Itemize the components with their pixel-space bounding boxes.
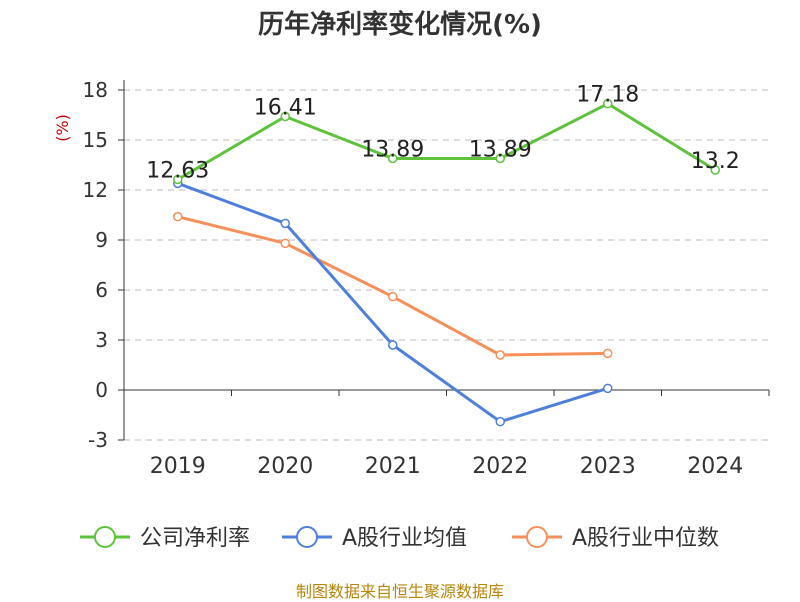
y-tick-label: 3 <box>95 328 108 352</box>
data-label: 13.2 <box>691 149 740 174</box>
x-tick-label: 2024 <box>687 454 743 479</box>
series-line <box>177 215 608 357</box>
data-point <box>603 348 613 359</box>
legend-marker <box>526 526 548 548</box>
legend: 公司净利率 A股行业均值 A股行业中位数 <box>80 526 719 551</box>
data-label: 13.89 <box>361 138 424 163</box>
y-tick-label: 12 <box>83 178 108 202</box>
x-tick-label: 2023 <box>580 454 636 479</box>
legend-marker <box>94 526 116 548</box>
data-point <box>388 153 398 164</box>
chart-title: 历年净利率变化情况(%) <box>258 10 542 40</box>
data-point <box>388 291 398 302</box>
data-point <box>495 350 505 360</box>
x-tick-label: 2020 <box>257 454 313 479</box>
data-point <box>173 211 183 222</box>
data-point <box>280 238 290 249</box>
y-tick-label: 0 <box>95 378 108 402</box>
legend-marker <box>296 526 318 548</box>
series-line <box>177 181 609 424</box>
axes: -3 0 3 6 9 12 15 18 2019 2020 2021 2022 2023 2024 (%) <box>53 78 770 479</box>
data-point <box>603 383 613 394</box>
data-label: 13.89 <box>469 138 532 163</box>
y-tick-label: 6 <box>95 278 108 302</box>
grid-lines <box>124 89 769 441</box>
x-tick-label: 2019 <box>150 454 206 479</box>
data-point <box>603 98 613 109</box>
data-label: 17.18 <box>576 83 639 108</box>
data-label: 16.41 <box>254 96 317 121</box>
data-point <box>710 165 720 175</box>
series-line <box>176 102 717 181</box>
y-tick-label: -3 <box>88 428 108 452</box>
y-tick-label: 15 <box>83 128 108 152</box>
x-tick-label: 2021 <box>365 454 421 479</box>
legend-label: 公司净利率 <box>140 526 250 551</box>
y-tick-label: 9 <box>95 228 108 252</box>
data-point <box>173 174 183 185</box>
series-group: 12.63 16.41 13.89 13.89 17.18 13.2 <box>146 83 740 427</box>
y-axis-label: (%) <box>53 114 72 142</box>
data-label: 12.63 <box>146 159 209 184</box>
data-point <box>495 416 505 427</box>
data-point <box>280 111 290 122</box>
legend-label: A股行业均值 <box>342 526 467 551</box>
data-point <box>280 218 290 229</box>
x-tick-label: 2022 <box>472 454 528 479</box>
source-note: 制图数据来自恒生聚源数据库 <box>295 582 504 601</box>
data-point <box>495 153 505 164</box>
y-tick-label: 18 <box>83 78 108 102</box>
legend-label: A股行业中位数 <box>572 526 719 551</box>
data-point <box>388 340 398 350</box>
